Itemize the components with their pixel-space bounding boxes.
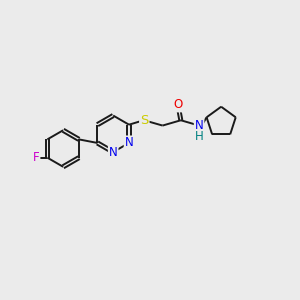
Text: N: N	[124, 136, 134, 149]
Text: F: F	[33, 151, 40, 164]
Text: S: S	[140, 114, 148, 127]
Text: O: O	[173, 98, 182, 111]
Text: N: N	[195, 119, 203, 132]
Text: H: H	[195, 130, 203, 143]
Text: N: N	[109, 146, 118, 159]
